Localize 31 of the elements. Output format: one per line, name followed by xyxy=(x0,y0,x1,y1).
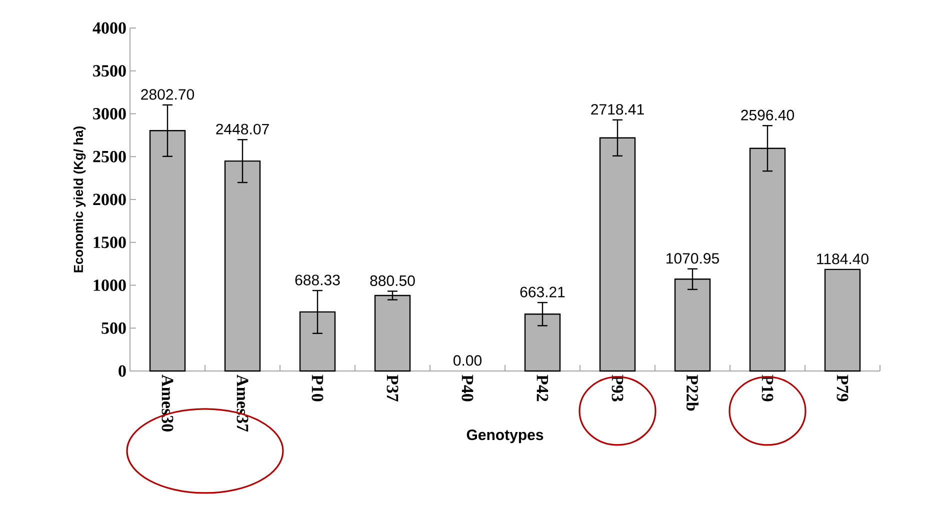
data-label: 2802.70 xyxy=(141,89,194,100)
y-tick-label: 1000 xyxy=(94,279,126,291)
data-label: 2448.07 xyxy=(216,124,269,134)
x-tick-label: P79 xyxy=(836,374,848,402)
x-tick-label: P37 xyxy=(386,374,398,402)
data-label: 880.50 xyxy=(370,275,415,286)
x-tick-label: Ames37 xyxy=(236,374,248,432)
data-label: 0.00 xyxy=(454,355,482,366)
x-axis-title: Genotypes xyxy=(466,430,544,444)
bar xyxy=(374,294,411,372)
x-tick-label: P42 xyxy=(536,374,548,402)
y-tick-label: 1500 xyxy=(94,236,126,248)
y-tick-label: 2500 xyxy=(93,150,126,162)
y-tick-label: 3000 xyxy=(93,108,126,120)
data-label: 1184.40 xyxy=(817,254,868,264)
y-tick-label: 2000 xyxy=(93,194,126,206)
data-label: 1070.95 xyxy=(666,253,719,264)
y-tick-label: 0 xyxy=(118,365,126,377)
x-tick-label: P40 xyxy=(462,374,474,402)
x-tick-label: P10 xyxy=(312,374,324,402)
y-axis-title: Economic yield (Kg/ ha) xyxy=(73,126,86,272)
x-tick-label: Ames30 xyxy=(162,374,174,432)
data-label: 688.33 xyxy=(295,274,340,286)
x-tick-label: P22b xyxy=(686,374,698,411)
y-tick-label: 4000 xyxy=(92,22,126,34)
data-label: 2596.40 xyxy=(741,110,794,120)
y-tick-label: 500 xyxy=(102,322,126,334)
data-label: 663.21 xyxy=(520,286,565,298)
data-label: 2718.41 xyxy=(591,104,644,115)
bar xyxy=(824,268,861,372)
y-tick-label: 3500 xyxy=(93,65,126,77)
